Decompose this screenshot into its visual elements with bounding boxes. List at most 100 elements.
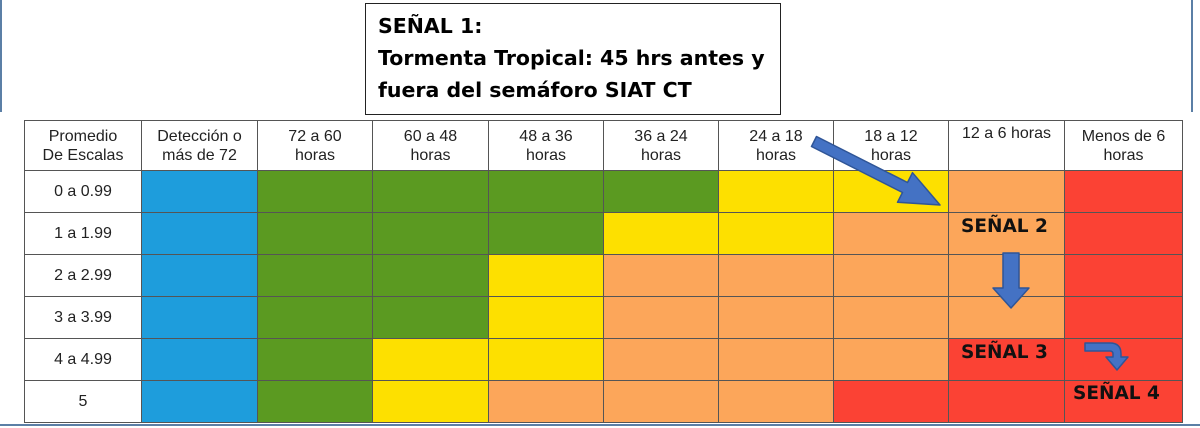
alert-cell-green <box>372 212 489 255</box>
alert-cell-lightorange <box>718 380 834 423</box>
column-header-line-2: horas <box>525 146 567 164</box>
alert-cell-lightorange <box>488 380 604 423</box>
signal-1-callout: SEÑAL 1: Tormenta Tropical: 45 hrs antes… <box>365 3 781 115</box>
column-header: 36 a 24 horas <box>603 120 719 171</box>
column-header: 48 a 36 horas <box>488 120 604 171</box>
table-row: 3 a 3.99 <box>24 296 1183 339</box>
row-label: 0 a 0.99 <box>24 170 142 213</box>
corner-header-line-1: Promedio <box>48 127 118 145</box>
alert-cell-blue <box>141 212 258 255</box>
alert-cell-lightorange <box>718 296 834 339</box>
column-header: 12 a 6 horas <box>948 120 1065 171</box>
frame-right-line <box>1191 0 1193 112</box>
row-label: 3 a 3.99 <box>24 296 142 339</box>
alert-cell-lightorange <box>833 296 949 339</box>
alert-cell-red <box>1064 296 1183 339</box>
corner-header: Promedio De Escalas <box>24 120 142 171</box>
alert-cell-yellow <box>603 212 719 255</box>
alert-cell-red <box>1064 380 1183 423</box>
frame-bottom-line <box>0 424 1200 426</box>
alert-cell-orange <box>948 170 1065 213</box>
alert-cell-yellow <box>488 254 604 297</box>
alert-cell-lightorange <box>603 254 719 297</box>
alert-cell-red <box>1064 212 1183 255</box>
callout-line-3: fuera del semáforo SIAT CT <box>378 78 692 102</box>
column-header-line-1: 60 a 48 <box>403 127 458 145</box>
row-label: 4 a 4.99 <box>24 338 142 381</box>
frame-left-line <box>0 0 2 112</box>
column-header-line-2: horas <box>755 146 797 164</box>
callout-line-2: Tormenta Tropical: 45 hrs antes y <box>378 46 765 70</box>
alert-cell-red <box>948 338 1065 381</box>
arrow-signal-2-to-3 <box>992 252 1030 309</box>
alert-cell-orange <box>948 212 1065 255</box>
alert-cell-green <box>603 170 719 213</box>
alert-cell-yellow <box>372 338 489 381</box>
column-header: 24 a 18 horas <box>718 120 834 171</box>
signal-2-label: SEÑAL 2 <box>961 216 1048 237</box>
column-header: 72 a 60 horas <box>257 120 373 171</box>
column-header-line-2: horas <box>1103 146 1144 164</box>
alert-cell-lightorange <box>833 254 949 297</box>
alert-cell-blue <box>141 380 258 423</box>
column-header-line-2: horas <box>870 146 912 164</box>
column-header-line-1: 48 a 36 <box>519 127 573 145</box>
table-row: 5 <box>24 380 1183 423</box>
alert-cell-blue <box>141 170 258 213</box>
alert-cell-yellow <box>488 338 604 381</box>
table-row: 1 a 1.99 <box>24 212 1183 255</box>
column-header-line-1: Detección o <box>157 127 242 145</box>
column-header-line-2: horas <box>410 146 451 164</box>
column-header-line-2: horas <box>640 146 682 164</box>
alert-cell-red <box>833 380 949 423</box>
row-label: 5 <box>24 380 142 423</box>
row-label: 1 a 1.99 <box>24 212 142 255</box>
alert-cell-lightorange <box>718 338 834 381</box>
column-header: 60 a 48 horas <box>372 120 489 171</box>
alert-cell-green <box>372 170 489 213</box>
alert-cell-green <box>372 254 489 297</box>
signal-4-label: SEÑAL 4 <box>1073 383 1160 404</box>
alert-cell-green <box>372 296 489 339</box>
alert-cell-green <box>257 380 373 423</box>
corner-header-line-2: De Escalas <box>42 146 124 164</box>
alert-cell-green <box>257 338 373 381</box>
arrow-signal-1-to-2 <box>810 135 941 206</box>
column-header-line-1: 24 a 18 <box>749 127 803 145</box>
alert-cell-blue <box>141 296 258 339</box>
column-header: Detección o más de 72 <box>141 120 258 171</box>
alert-cell-green <box>488 212 604 255</box>
siat-ct-traffic-light-table: Promedio De Escalas Detección o más de 72… <box>24 120 1183 423</box>
alert-cell-blue <box>141 254 258 297</box>
signal-3-label: SEÑAL 3 <box>961 342 1048 363</box>
alert-cell-lightorange <box>603 380 719 423</box>
callout-line-1: SEÑAL 1: <box>378 14 483 38</box>
alert-cell-blue <box>141 338 258 381</box>
alert-cell-green <box>257 212 373 255</box>
alert-cell-green <box>257 254 373 297</box>
column-header-line-2: más de 72 <box>162 146 237 164</box>
alert-cell-green <box>257 170 373 213</box>
alert-cell-lightorange <box>603 338 719 381</box>
alert-cell-red <box>948 380 1065 423</box>
alert-cell-yellow <box>718 170 834 213</box>
column-header-line-1: 72 a 60 <box>288 127 342 145</box>
column-header: 18 a 12 horas <box>833 120 949 171</box>
alert-cell-lightorange <box>718 254 834 297</box>
column-header: Menos de 6 horas <box>1064 120 1183 171</box>
column-header-line-1: 12 a 6 horas <box>962 125 1051 142</box>
table-row: 4 a 4.99 <box>24 338 1183 381</box>
column-header-line-1: Menos de 6 <box>1081 127 1166 145</box>
header-row: Promedio De Escalas Detección o más de 72… <box>24 120 1183 171</box>
alert-cell-lightorange <box>603 296 719 339</box>
table-body: 0 a 0.99 1 a 1.99 2 a 2.99 3 a 3.99 4 a 4.99… <box>24 170 1183 423</box>
arrow-signal-3-to-4 <box>1084 342 1129 371</box>
alert-cell-red <box>1064 254 1183 297</box>
column-header-line-1: 36 a 24 <box>634 127 688 145</box>
column-header-line-1: 18 a 12 <box>864 127 918 145</box>
column-header-line-2: horas <box>294 146 336 164</box>
alert-cell-lightorange <box>833 212 949 255</box>
alert-cell-lightorange <box>833 338 949 381</box>
alert-cell-yellow <box>718 212 834 255</box>
